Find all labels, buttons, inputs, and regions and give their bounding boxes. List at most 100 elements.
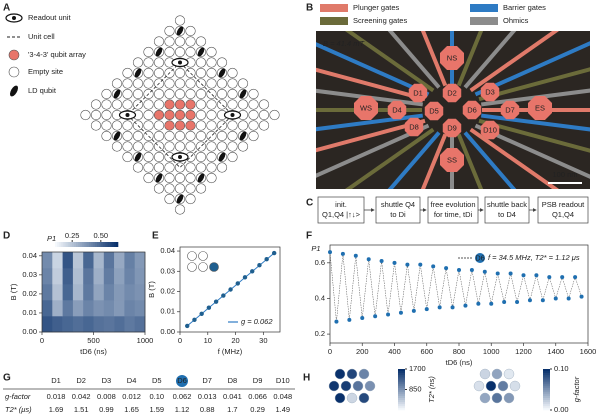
- data-point: [379, 259, 384, 264]
- empty-site: [122, 99, 133, 110]
- data-point: [334, 319, 339, 324]
- legend-swatch: [8, 49, 20, 61]
- empty-site: [248, 130, 259, 142]
- x-tick-label: 600: [420, 347, 433, 356]
- heatmap-cell: [72, 268, 84, 285]
- empty-site: [101, 109, 112, 121]
- empty-site: [195, 120, 207, 131]
- empty-site: [195, 183, 207, 194]
- empty-site: [90, 120, 102, 131]
- qubit-dot: [352, 380, 364, 392]
- data-point: [489, 301, 494, 306]
- data-point: [476, 301, 481, 306]
- empty-site: [185, 162, 196, 173]
- colorbar-step: [107, 242, 110, 247]
- colorbar-step: [543, 377, 550, 380]
- empty-site: [216, 57, 228, 68]
- colorbar-step: [67, 242, 70, 247]
- empty-site: [206, 141, 217, 152]
- empty-site: [101, 130, 112, 142]
- field-label: B = 41.4 mT: [323, 39, 365, 48]
- empty-site: [258, 120, 270, 131]
- table-cell: 0.008: [97, 392, 116, 401]
- colorbar-tick-label: 0.10: [554, 364, 569, 373]
- heatmap-cell: [93, 268, 105, 285]
- data-point: [386, 312, 391, 317]
- column-header: D7: [202, 376, 212, 385]
- empty-site: [195, 99, 207, 110]
- data-point: [360, 316, 365, 321]
- legend-label: Empty site: [28, 67, 63, 76]
- data-point: [495, 271, 500, 276]
- heatmap-cell: [93, 300, 105, 317]
- colorbar-step: [111, 242, 115, 247]
- data-point: [508, 271, 513, 276]
- y-tick-label: 0.00: [160, 327, 175, 336]
- data-point: [553, 296, 558, 301]
- empty-site: [153, 67, 165, 79]
- colorbar-step: [543, 393, 550, 396]
- empty-site: [143, 172, 154, 184]
- ld-qubit: [155, 173, 163, 183]
- x-tick-label: 1400: [547, 347, 564, 356]
- empty-site: [216, 141, 228, 152]
- empty-site: [132, 88, 144, 100]
- legend-label: f = 34.5 MHz, T2* = 1.12 μs: [488, 253, 580, 262]
- empty-site: [195, 109, 207, 121]
- heatmap-cell: [93, 316, 105, 333]
- heatmap-cell: [52, 284, 63, 301]
- colorbar-step: [398, 391, 405, 394]
- empty-site: [174, 46, 186, 58]
- empty-site: [80, 109, 91, 121]
- table-cell: 0.048: [273, 392, 292, 401]
- flow-box: [484, 196, 530, 224]
- legend-swatch: [8, 66, 20, 78]
- heatmap-cell: [83, 316, 94, 333]
- empty-site: [195, 57, 207, 68]
- data-point: [366, 257, 371, 262]
- legend-swatch: [320, 4, 348, 12]
- colorbar-step: [543, 379, 550, 382]
- highlight: [176, 375, 188, 387]
- empty-site: [237, 99, 249, 110]
- colorbar-step: [69, 242, 73, 247]
- inset-site: [187, 262, 197, 272]
- y-tick-label: 0.01: [160, 307, 175, 316]
- colorbar-step: [543, 399, 550, 403]
- empty-site: [174, 183, 186, 194]
- qubit-dot: [509, 380, 521, 392]
- y-tick-label: 0.04: [160, 246, 175, 255]
- empty-site: [248, 99, 259, 110]
- data-point: [347, 317, 352, 322]
- qubit-site: [164, 99, 175, 110]
- heatmap-cell: [62, 252, 74, 269]
- data-point: [521, 273, 526, 278]
- eye-pupil: [125, 113, 130, 117]
- gate-line: [456, 31, 484, 87]
- colorbar-tick-label: 0.00: [554, 405, 569, 414]
- empty-site: [185, 130, 196, 142]
- colorbar-step: [398, 387, 405, 390]
- qubit-dot: [491, 368, 503, 380]
- qubit-site: [174, 120, 186, 131]
- empty-site: [153, 130, 165, 142]
- heatmap-cell: [42, 300, 53, 317]
- colorbar-step: [543, 407, 550, 411]
- data-point: [228, 287, 233, 292]
- legend-marker-label: D6: [475, 253, 485, 262]
- colorbar-step: [398, 399, 405, 403]
- y-axis-label: B (T): [147, 281, 156, 298]
- empty-site: [122, 130, 133, 142]
- colorbar-step: [398, 385, 405, 388]
- data-point: [340, 251, 345, 256]
- colorbar-step: [543, 403, 550, 407]
- colorbar-step: [398, 393, 405, 396]
- qubit-dot: [503, 392, 515, 404]
- table-cell: 0.88: [200, 405, 215, 414]
- colorbar-step: [57, 242, 60, 247]
- empty-site: [206, 120, 217, 131]
- empty-site: [174, 141, 186, 152]
- eye-pupil: [12, 16, 16, 20]
- empty-site: [206, 99, 217, 110]
- empty-site: [216, 120, 228, 131]
